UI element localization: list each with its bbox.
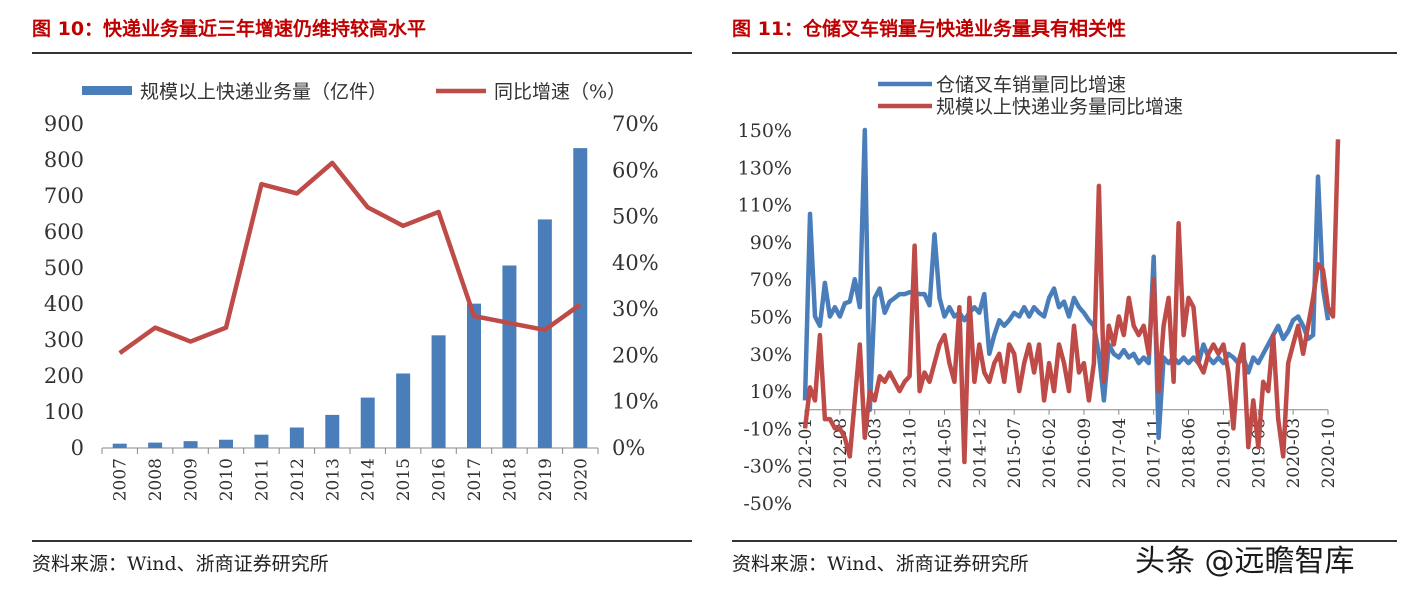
- y-tick-label: 50%: [750, 307, 792, 329]
- y-right-tick-label: 30%: [612, 297, 659, 321]
- right-figure: 图 11：仓储叉车销量与快递业务量具有相关性 150% 130% 110% 90% 70…: [700, 0, 1411, 593]
- y-tick-label: -50%: [743, 493, 792, 515]
- y-left-tick-label: 200: [44, 364, 84, 388]
- x-tick-label: 2018: [500, 458, 520, 501]
- y-left-tick-label: 700: [44, 184, 84, 208]
- x-tick-label: 2018-06: [1180, 418, 1200, 489]
- volume-bar: [396, 373, 411, 448]
- x-tick-label: 2020-03: [1284, 418, 1304, 489]
- legend-label-express: 规模以上快递业务量同比增速: [936, 96, 1183, 118]
- x-tick-label: 2014-12: [970, 418, 990, 489]
- growth-rate-line: [118, 160, 582, 355]
- x-tick-label: 2007: [111, 458, 131, 501]
- x-tick-label: 2017-04: [1110, 418, 1130, 489]
- right-title-rule: [732, 52, 1397, 54]
- right-source-rule: [732, 540, 1397, 542]
- y-tick-label: 130%: [738, 157, 792, 179]
- forklift-sales-growth-line: [802, 127, 1331, 440]
- y-right-tick-label: 70%: [612, 112, 659, 136]
- x-tick-label: 2009: [182, 458, 202, 501]
- y-left-tick-label: 0: [71, 436, 84, 460]
- x-tick-label: 2016-02: [1040, 418, 1060, 489]
- volume-bar: [467, 303, 481, 448]
- x-tick-label: 2014-05: [935, 418, 955, 489]
- x-tick-label: 2019-01: [1214, 418, 1234, 489]
- volume-bar: [537, 219, 552, 448]
- volume-bar: [573, 148, 588, 448]
- x-tick-label: 2020-10: [1319, 418, 1339, 489]
- y-tick-label: 30%: [750, 344, 792, 366]
- y-right-tick-label: 20%: [612, 343, 659, 367]
- volume-bar: [289, 427, 304, 448]
- y-right-tick-label: 0%: [612, 436, 645, 460]
- y-left-tick-label: 300: [44, 328, 84, 352]
- left-source-note: 资料来源：Wind、浙商证券研究所: [32, 553, 329, 575]
- y-left-tick-label: 600: [44, 220, 84, 244]
- right-line-chart: 150%130%110%90%70%50%30%10%-10%-30%-50%2…: [738, 74, 1341, 515]
- left-source-rule: [32, 540, 692, 542]
- volume-bar: [219, 439, 233, 448]
- volume-bar: [148, 442, 163, 448]
- y-left-tick-label: 400: [44, 292, 84, 316]
- x-tick-label: 2015-07: [1005, 418, 1025, 489]
- legend-label-volume: 规模以上快递业务量（亿件）: [140, 81, 387, 103]
- y-left-tick-label: 500: [44, 256, 84, 280]
- x-tick-label: 2013-10: [901, 418, 921, 489]
- volume-bar: [112, 443, 127, 448]
- watermark: 头条 @远瞻智库: [1135, 544, 1355, 579]
- right-source-note: 资料来源：Wind、浙商证券研究所: [732, 553, 1029, 575]
- volume-bar: [360, 397, 375, 448]
- volume-bar: [183, 441, 198, 448]
- y-tick-label: 150%: [738, 120, 792, 142]
- legend-label-growth: 同比增速（%）: [494, 81, 626, 103]
- y-right-tick-label: 40%: [612, 251, 659, 275]
- y-left-tick-label: 100: [44, 400, 84, 424]
- x-tick-label: 2011: [252, 458, 272, 501]
- x-tick-label: 2014: [359, 458, 379, 501]
- x-tick-label: 2017: [465, 458, 485, 501]
- express-volume-growth-line: [802, 139, 1341, 465]
- x-tick-label: 2008: [146, 458, 166, 501]
- y-tick-label: 70%: [750, 269, 792, 291]
- x-tick-label: 2016: [430, 458, 450, 501]
- left-combo-chart: 0 100 200 300 400 500 600 700 800 900 0% 10% 20% 30% 4…: [44, 81, 659, 501]
- left-title-rule: [32, 52, 692, 54]
- x-tick-label: 2016-09: [1075, 418, 1095, 489]
- x-tick-label: 2013: [323, 458, 343, 501]
- x-tick-label: 2015: [394, 458, 414, 501]
- legend-label-forklift: 仓储叉车销量同比增速: [936, 74, 1126, 96]
- left-figure-title: 图 10：快递业务量近三年增速仍维持较高水平: [32, 18, 427, 40]
- y-right-tick-label: 60%: [612, 158, 659, 182]
- y-left-tick-label: 900: [44, 112, 84, 136]
- x-tick-label: 2010: [217, 458, 237, 501]
- x-tick-label: 2012: [288, 458, 308, 501]
- y-tick-label: -30%: [743, 456, 792, 478]
- y-tick-label: -10%: [743, 418, 792, 440]
- right-figure-title: 图 11：仓储叉车销量与快递业务量具有相关性: [732, 18, 1127, 40]
- y-right-tick-label: 50%: [612, 205, 659, 229]
- y-tick-label: 10%: [750, 381, 792, 403]
- volume-bar: [325, 414, 340, 448]
- x-tick-label: 2019: [536, 458, 556, 501]
- volume-bar: [254, 434, 269, 448]
- x-tick-label: 2013-03: [866, 418, 886, 489]
- y-left-tick-label: 800: [44, 148, 84, 172]
- x-tick-label: 2012-01: [796, 418, 816, 489]
- y-tick-label: 110%: [738, 195, 792, 217]
- left-figure: 图 10：快递业务量近三年增速仍维持较高水平 0 100 200 300 400 500 6…: [0, 0, 700, 593]
- x-tick-label: 2019-08: [1249, 418, 1269, 489]
- legend-swatch-volume: [82, 86, 132, 95]
- x-tick-label: 2017-11: [1145, 418, 1165, 489]
- volume-bar: [431, 335, 446, 448]
- volume-bar: [502, 265, 517, 448]
- x-tick-label: 2020: [571, 458, 591, 501]
- y-right-tick-label: 10%: [612, 390, 659, 414]
- y-tick-label: 90%: [750, 232, 792, 254]
